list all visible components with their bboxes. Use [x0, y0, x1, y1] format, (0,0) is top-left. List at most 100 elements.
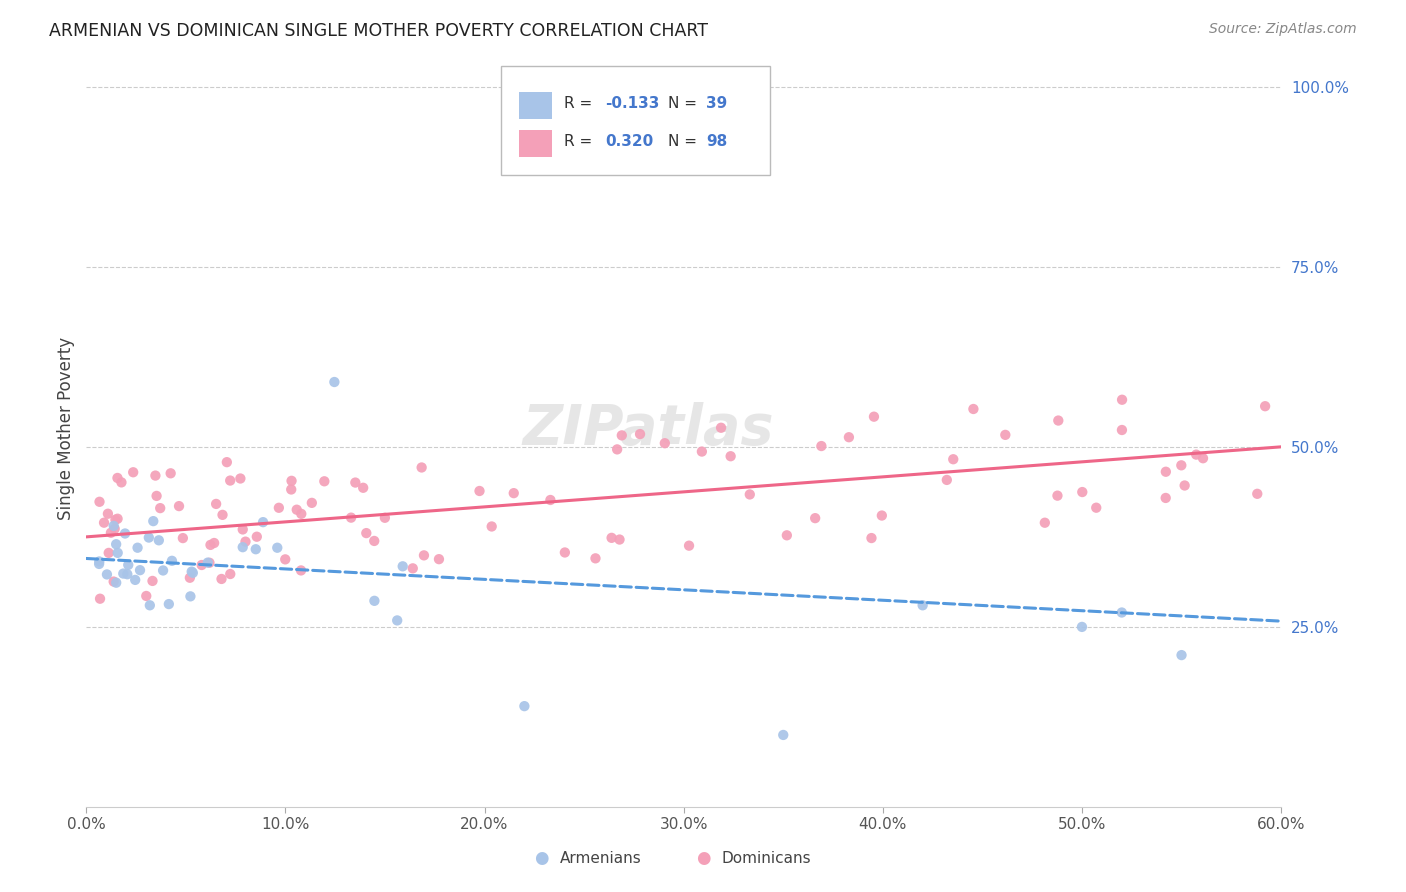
- Point: [738, 487, 761, 501]
- Point: [863, 409, 886, 424]
- Point: [148, 533, 170, 548]
- Point: [468, 483, 491, 498]
- Point: [502, 486, 524, 500]
- Point: [1254, 399, 1277, 413]
- Point: [411, 460, 433, 475]
- Point: [402, 561, 425, 575]
- Point: [93, 516, 115, 530]
- Point: [142, 514, 165, 528]
- Point: [1071, 485, 1094, 500]
- Point: [513, 699, 536, 714]
- Point: [104, 522, 127, 536]
- Point: [205, 497, 228, 511]
- Point: [160, 554, 183, 568]
- Text: ZIPatlas: ZIPatlas: [522, 401, 773, 456]
- Point: [215, 455, 238, 469]
- Point: [654, 436, 676, 450]
- Point: [387, 614, 409, 628]
- Point: [585, 551, 607, 566]
- Point: [100, 525, 122, 540]
- Point: [122, 465, 145, 479]
- Point: [391, 559, 413, 574]
- Point: [97, 546, 120, 560]
- Text: 98: 98: [706, 134, 728, 149]
- Point: [363, 533, 385, 548]
- Point: [1047, 413, 1070, 427]
- Point: [246, 530, 269, 544]
- Point: [252, 515, 274, 529]
- Point: [285, 502, 308, 516]
- Point: [280, 483, 302, 497]
- Point: [413, 549, 436, 563]
- Point: [554, 545, 576, 559]
- Point: [266, 541, 288, 555]
- Point: [138, 531, 160, 545]
- Point: [96, 567, 118, 582]
- Point: [538, 493, 561, 508]
- Point: [135, 589, 157, 603]
- Point: [323, 375, 346, 389]
- Point: [114, 526, 136, 541]
- Point: [179, 571, 201, 585]
- Point: [179, 590, 201, 604]
- Point: [481, 519, 503, 533]
- Text: ●: ●: [534, 849, 548, 867]
- Text: Armenians: Armenians: [560, 851, 641, 865]
- Point: [219, 567, 242, 582]
- Point: [198, 556, 221, 570]
- Point: [181, 566, 204, 580]
- Point: [1111, 392, 1133, 407]
- Point: [112, 566, 135, 581]
- Point: [710, 421, 733, 435]
- Point: [374, 510, 396, 524]
- Point: [105, 575, 128, 590]
- Point: [1071, 620, 1094, 634]
- Point: [720, 449, 742, 463]
- Point: [117, 558, 139, 572]
- Point: [1046, 489, 1069, 503]
- Point: [280, 474, 302, 488]
- Point: [229, 471, 252, 485]
- Point: [340, 510, 363, 524]
- Point: [1154, 491, 1177, 505]
- Point: [609, 533, 631, 547]
- Point: [232, 540, 254, 554]
- Point: [172, 531, 194, 545]
- Point: [1246, 487, 1268, 501]
- Point: [235, 534, 257, 549]
- Point: [352, 481, 374, 495]
- Point: [110, 475, 132, 490]
- FancyBboxPatch shape: [519, 129, 553, 157]
- Point: [145, 489, 167, 503]
- Point: [356, 526, 378, 541]
- Point: [870, 508, 893, 523]
- Point: [804, 511, 827, 525]
- Point: [211, 572, 233, 586]
- Point: [1192, 451, 1215, 466]
- Text: -0.133: -0.133: [605, 96, 659, 112]
- Point: [197, 556, 219, 570]
- Point: [363, 594, 385, 608]
- Point: [117, 567, 139, 582]
- Point: [776, 528, 799, 542]
- Point: [1170, 648, 1192, 662]
- Point: [89, 554, 111, 568]
- Point: [290, 507, 312, 521]
- Text: R =: R =: [564, 134, 598, 149]
- Point: [267, 500, 290, 515]
- Text: R =: R =: [564, 96, 598, 112]
- Point: [124, 573, 146, 587]
- Point: [1033, 516, 1056, 530]
- Point: [211, 508, 233, 522]
- Y-axis label: Single Mother Poverty: Single Mother Poverty: [58, 337, 75, 520]
- Point: [103, 574, 125, 589]
- Point: [942, 452, 965, 467]
- Point: [180, 565, 202, 579]
- FancyBboxPatch shape: [519, 92, 553, 119]
- Point: [200, 538, 222, 552]
- Text: 0.320: 0.320: [605, 134, 654, 149]
- Point: [1085, 500, 1108, 515]
- Point: [290, 563, 312, 577]
- Point: [245, 542, 267, 557]
- Point: [152, 564, 174, 578]
